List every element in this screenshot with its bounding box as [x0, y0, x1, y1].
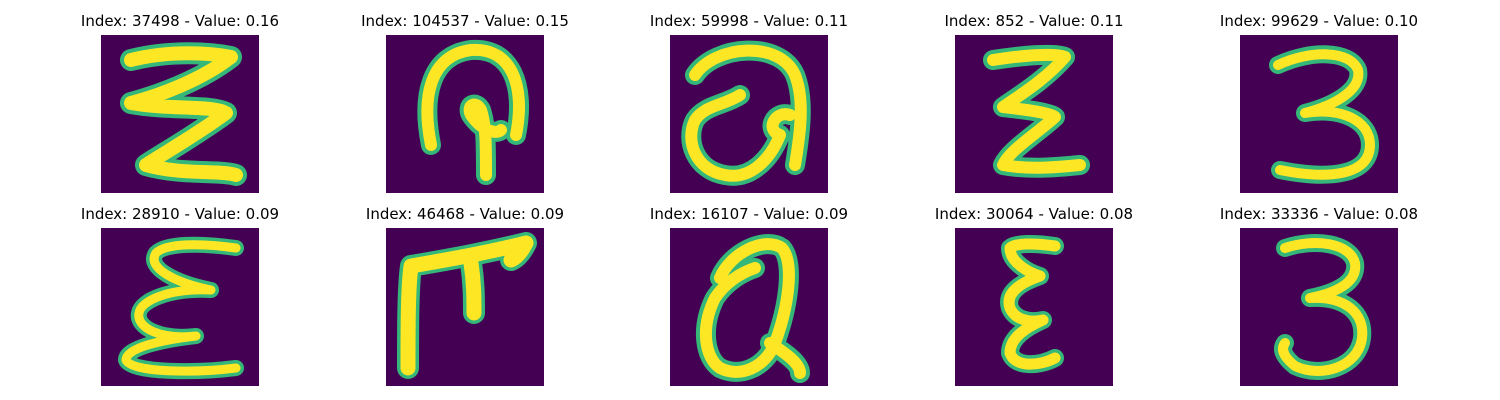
handwritten-glyph-image: [386, 228, 544, 386]
tile-title: Index: 104537 - Value: 0.15: [361, 12, 569, 30]
tile-title: Index: 46468 - Value: 0.09: [365, 205, 565, 223]
handwritten-glyph-image: [1240, 228, 1398, 386]
tile-title: Index: 30064 - Value: 0.08: [934, 205, 1134, 223]
handwritten-glyph-image: [101, 35, 259, 193]
handwritten-glyph-image: [386, 35, 544, 193]
tile-title: Index: 99629 - Value: 0.10: [1219, 12, 1419, 30]
tile-title: Index: 37498 - Value: 0.16: [80, 12, 280, 30]
tile-title: Index: 59998 - Value: 0.11: [649, 12, 849, 30]
handwritten-glyph-image: [955, 35, 1113, 193]
handwritten-glyph-image: [1240, 35, 1398, 193]
handwritten-glyph-image: [101, 228, 259, 386]
handwritten-glyph-image: [670, 35, 828, 193]
handwritten-glyph-image: [955, 228, 1113, 386]
tile-title: Index: 33336 - Value: 0.08: [1219, 205, 1419, 223]
tile-title: Index: 28910 - Value: 0.09: [80, 205, 280, 223]
tile-title: Index: 16107 - Value: 0.09: [649, 205, 849, 223]
handwritten-glyph-image: [670, 228, 828, 386]
tile-title: Index: 852 - Value: 0.11: [944, 12, 1124, 30]
